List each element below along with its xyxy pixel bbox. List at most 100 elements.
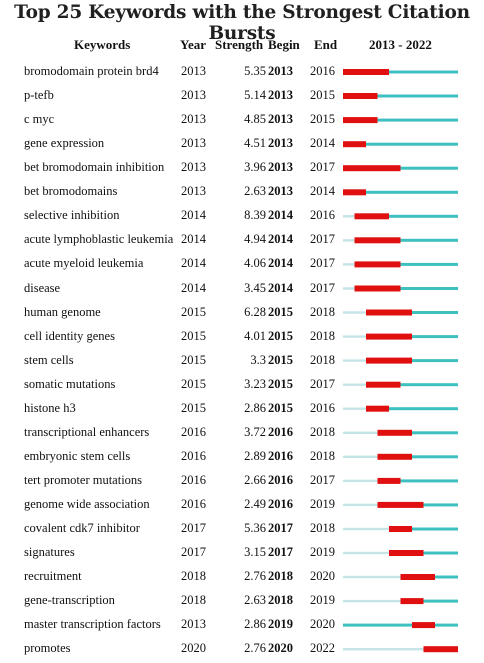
row-end: 2014 [310,184,335,199]
row-begin: 2013 [268,184,293,199]
row-begin: 2017 [268,545,293,559]
burst-bar [423,646,458,653]
row-keyword: disease [24,280,61,295]
timeline-pre-segment [343,551,389,555]
timeline-active-segment [343,118,458,122]
timeline-active-segment [366,407,458,411]
row-strength: 3.23 [244,376,266,391]
header-keywords: Keywords [74,37,131,52]
row-keyword: bet bromodomains [24,184,118,199]
burst-bar [354,261,401,268]
row-strength: 2.66 [244,472,266,487]
row-begin: 2013 [268,112,293,127]
timeline-active-segment [377,431,458,435]
row-keyword: selective inhibition [24,208,120,223]
row-strength: 3.3 [250,352,266,367]
row-year: 2016 [181,448,206,463]
row-keyword: transcriptional enhancers [24,424,150,439]
row-keyword: promotes [24,641,71,656]
row-year: 2016 [181,424,206,439]
timeline-active-segment [400,599,458,603]
row-end: 2018 [310,304,335,319]
row-end: 2018 [310,448,335,463]
burst-bar [354,237,401,244]
row-strength: 8.39 [244,208,266,223]
timeline-active-segment [343,623,458,627]
row-strength: 2.63 [244,593,266,608]
row-end: 2017 [310,232,335,247]
row-end: 2017 [310,280,335,295]
chart-title: Top 25 Keywords with the Strongest Citat… [14,2,470,44]
row-year: 2014 [181,208,206,223]
timeline-pre-segment [343,407,366,410]
row-end: 2018 [310,521,335,535]
row-end: 2016 [310,400,335,415]
row-strength: 3.15 [244,545,266,559]
row-end: 2017 [310,256,335,271]
row-begin: 2014 [268,256,293,271]
timeline-active-segment [366,383,458,387]
row-year: 2018 [181,593,206,608]
row-keyword: gene expression [24,136,105,151]
row-year: 2017 [181,545,206,559]
row-begin: 2015 [268,352,293,367]
timeline-pre-segment [343,648,424,651]
burst-bar [377,477,401,484]
timeline-active-segment [354,287,458,290]
row-end: 2017 [310,376,335,391]
burst-bar [343,141,366,148]
row-keyword: acute lymphoblastic leukemia [24,232,174,247]
timeline-active-segment [343,142,458,146]
timeline-pre-segment [343,503,378,507]
burst-bar [343,69,389,75]
burst-bar [343,93,378,99]
row-keyword: signatures [24,545,75,559]
row-strength: 2.49 [244,496,266,511]
row-strength: 4.85 [244,112,266,127]
burst-bar [412,622,435,629]
timeline-pre-segment [343,431,378,434]
row-end: 2019 [310,496,335,511]
row-year: 2017 [181,521,206,535]
burst-bar [389,550,424,556]
row-year: 2013 [181,88,206,102]
row-strength: 3.96 [244,160,266,175]
row-year: 2014 [181,232,206,247]
timeline-pre-segment [343,383,366,386]
row-keyword: covalent cdk7 inhibitor [24,521,140,535]
timeline-pre-segment [343,239,355,242]
row-keyword: human genome [24,304,101,319]
timeline-active-segment [377,455,458,459]
burst-bar [343,117,378,124]
row-keyword: histone h3 [24,400,76,415]
row-year: 2015 [181,400,206,415]
header-begin: Begin [268,37,300,52]
row-begin: 2015 [268,304,293,319]
row-begin: 2015 [268,328,293,343]
row-end: 2022 [310,641,335,656]
row-begin: 2017 [268,521,293,535]
row-end: 2018 [310,424,335,439]
row-year: 2013 [181,64,206,78]
row-begin: 2014 [268,232,293,247]
row-begin: 2015 [268,376,293,391]
row-strength: 3.72 [244,424,266,439]
row-keyword: cell identity genes [24,328,115,343]
row-begin: 2020 [268,641,293,656]
burst-bar [354,213,389,220]
row-end: 2016 [310,208,335,223]
row-year: 2016 [181,496,206,511]
timeline-pre-segment [343,479,378,483]
row-strength: 4.06 [244,256,266,271]
row-year: 2013 [181,160,206,175]
row-keyword: recruitment [24,569,82,583]
row-begin: 2016 [268,496,293,511]
timeline-active-segment [354,214,458,218]
row-end: 2019 [310,593,335,608]
burst-bar [343,189,366,196]
row-keyword: genome wide association [24,496,150,511]
row-keyword: acute myeloid leukemia [24,256,144,271]
burst-bar [400,574,435,580]
timeline-active-segment [343,94,458,98]
